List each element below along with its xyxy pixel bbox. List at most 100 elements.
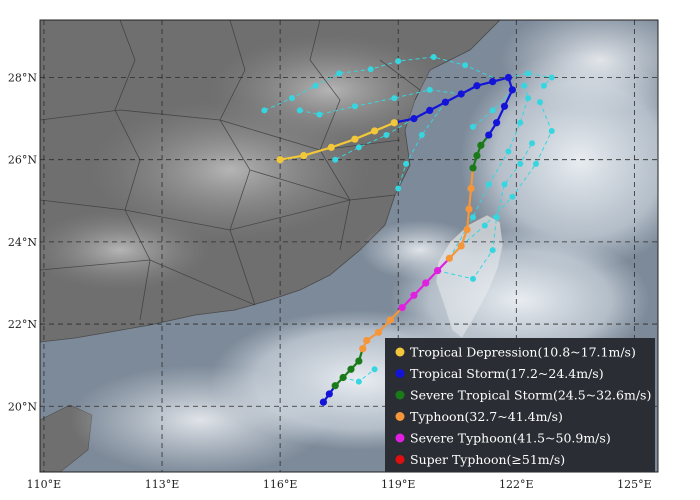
x-tick-label-3: 119°E — [381, 478, 416, 491]
forecast-point-4-4 — [367, 66, 374, 73]
track-point-9 — [386, 316, 394, 324]
forecast-point-2-2 — [489, 247, 496, 254]
track-point-13 — [433, 267, 442, 275]
sea-cloud-2 — [500, 20, 658, 115]
track-point-15 — [457, 242, 465, 250]
forecast-point-2-5 — [517, 160, 524, 167]
track-point-34 — [370, 127, 379, 135]
forecast-point-7-3 — [395, 185, 402, 192]
forecast-point-4-1 — [462, 62, 469, 69]
track-point-18 — [467, 184, 475, 193]
track-point-29 — [457, 90, 465, 98]
legend: Tropical Depression(10.8~17.1m/s) Tropica… — [385, 338, 655, 472]
track-point-17 — [465, 205, 473, 213]
legend-label-2: Severe Tropical Storm(24.5~32.6m/s) — [410, 388, 651, 403]
track-point-36 — [327, 143, 335, 151]
forecast-point-3-3 — [540, 82, 547, 89]
sea-cloud-6 — [360, 220, 480, 280]
forecast-point-5-4 — [316, 111, 323, 118]
forecast-point-3-1 — [525, 70, 532, 77]
track-point-24 — [500, 102, 509, 110]
x-tick-label-4: 122°E — [499, 478, 534, 491]
track-point-26 — [504, 73, 513, 82]
forecast-point-6-1 — [383, 132, 390, 139]
legend-marker-3 — [395, 412, 405, 421]
track-point-10 — [398, 304, 406, 312]
forecast-point-4-2 — [430, 53, 437, 60]
track-point-30 — [441, 98, 450, 106]
forecast-line-1 — [460, 102, 553, 247]
y-tick-label-0: 28°N — [8, 72, 37, 85]
forecast-point-5-3 — [351, 103, 358, 110]
forecast-line-6 — [334, 118, 415, 161]
track-point-28 — [473, 82, 481, 90]
y-tick-label-4: 20°N — [8, 400, 37, 413]
forecast-point-4-7 — [288, 95, 295, 102]
forecast-point-5-2 — [391, 95, 398, 102]
map-frame — [39, 19, 659, 473]
forecast-point-1-1 — [481, 222, 488, 229]
y-tick-label-2: 24°N — [8, 236, 37, 249]
track-point-19 — [469, 164, 477, 172]
track-point-7 — [363, 336, 371, 345]
legend-marker-1 — [395, 369, 405, 378]
track-point-20 — [473, 152, 481, 160]
track-point-6 — [359, 345, 367, 353]
forecast-point-0-6 — [521, 82, 528, 89]
track-point-21 — [477, 141, 485, 149]
track-point-1 — [325, 390, 333, 398]
forecast-point-1-4 — [548, 127, 555, 134]
forecast-tracks — [261, 53, 555, 385]
forecast-point-2-6 — [529, 140, 536, 147]
forecast-line-3 — [508, 72, 553, 87]
legend-marker-4 — [395, 433, 405, 443]
legend-label-3: Typhoon(32.7~41.4m/s) — [410, 409, 563, 424]
y-tick-label-1: 26°N — [8, 154, 37, 167]
forecast-point-0-3 — [505, 148, 512, 155]
x-tick-label-1: 113°E — [145, 478, 180, 491]
land-cloud-3 — [40, 210, 210, 290]
forecast-point-0-5 — [525, 95, 532, 102]
map-background — [40, 20, 658, 472]
forecast-point-4-6 — [312, 82, 319, 89]
forecast-point-9-2 — [371, 366, 378, 373]
track-point-38 — [276, 156, 284, 164]
forecast-point-6-3 — [332, 156, 339, 163]
track-segment-36 — [303, 146, 332, 157]
track-point-8 — [374, 328, 383, 336]
track-point-32 — [410, 115, 418, 123]
legend-label-0: Tropical Depression(10.8~17.1m/s) — [410, 345, 636, 360]
forecast-point-8-1 — [489, 107, 496, 114]
track-point-2 — [331, 382, 339, 390]
y-tick-labels: 28°N 26°N 24°N 22°N 20°N — [8, 72, 37, 414]
track-point-12 — [422, 279, 430, 287]
forecast-point-1-2 — [509, 193, 516, 200]
land-cloud-2 — [210, 35, 450, 145]
forecast-point-1-5 — [536, 99, 543, 106]
track-point-27 — [489, 78, 497, 86]
track-point-35 — [351, 135, 359, 143]
x-tick-label-5: 125°E — [617, 478, 652, 491]
track-segment-37 — [279, 154, 304, 161]
forecast-point-0-1 — [469, 214, 476, 221]
forecast-point-1-3 — [532, 160, 539, 167]
track-point-33 — [390, 119, 398, 127]
forecast-point-3-2 — [548, 74, 555, 81]
legend-background — [385, 338, 655, 472]
forecast-line-7 — [397, 101, 446, 189]
track-point-11 — [410, 291, 418, 299]
forecast-point-6-2 — [355, 144, 362, 151]
legend-label-5: Super Typhoon(≥51m/s) — [410, 452, 565, 467]
forecast-line-5 — [299, 89, 462, 116]
forecast-point-7-1 — [418, 132, 425, 139]
province-boundaries — [40, 20, 421, 321]
legend-label-1: Tropical Storm(17.2~24.4m/s) — [410, 366, 604, 381]
forecast-point-2-4 — [501, 181, 508, 188]
forecast-point-5-5 — [296, 107, 303, 114]
forecast-point-0-4 — [517, 119, 524, 126]
lat-lon-grid — [40, 20, 658, 472]
x-tick-label-0: 110°E — [27, 478, 62, 491]
track-point-31 — [426, 106, 434, 114]
track-segment-35 — [330, 138, 356, 149]
